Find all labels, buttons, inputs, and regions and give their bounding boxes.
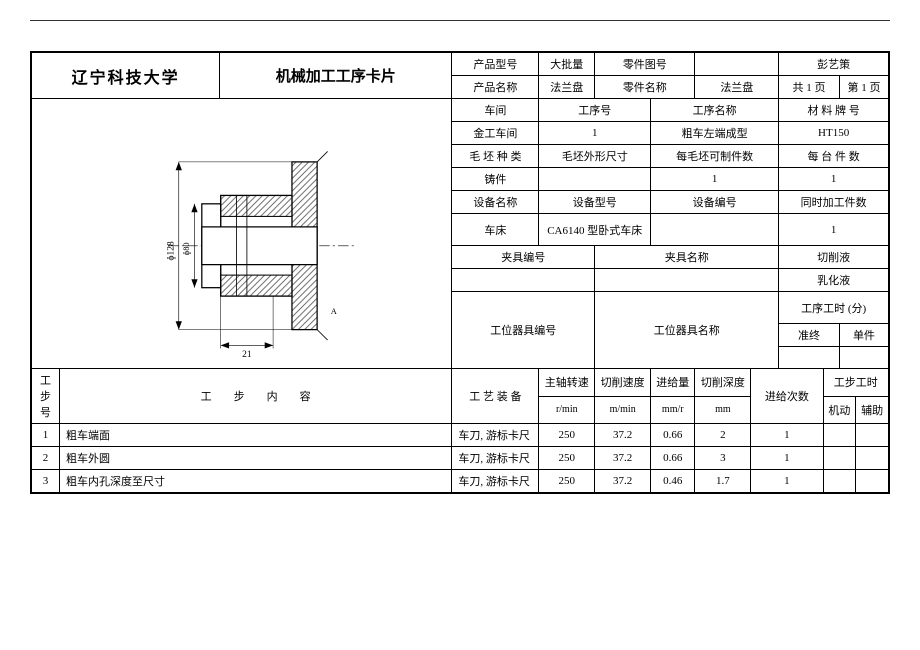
dim-inner: ɸ80 xyxy=(182,242,191,255)
table-row: 1 粗车端面 车刀, 游标卡尺 250 37.2 0.66 2 1 xyxy=(32,424,889,447)
equip-no-lbl: 设备编号 xyxy=(651,191,779,214)
equip-model: CA6140 型卧式车床 xyxy=(539,214,651,246)
depth-hdr: 切削深度 xyxy=(695,369,751,397)
workshop-lbl: 车间 xyxy=(452,99,539,122)
table-row: 3 粗车内孔深度至尺寸 车刀, 游标卡尺 250 37.2 0.46 1.7 1 xyxy=(32,470,889,493)
passes-hdr: 进给次数 xyxy=(751,369,823,424)
per-machine-lbl: 每 台 件 数 xyxy=(779,145,889,168)
prod-model-lbl: 产品型号 xyxy=(452,53,539,76)
part-draw-lbl: 零件图号 xyxy=(595,53,695,76)
process-name-lbl: 工序名称 xyxy=(651,99,779,122)
coolant-lbl: 切削液 xyxy=(779,246,889,269)
equip-name-lbl: 设备名称 xyxy=(452,191,539,214)
equip-name: 车床 xyxy=(452,214,539,246)
simul-lbl: 同时加工件数 xyxy=(779,191,889,214)
card-title: 机械加工工序卡片 xyxy=(220,53,452,99)
workshop: 金工车间 xyxy=(452,122,539,145)
blank-dim xyxy=(539,168,651,191)
svg-text:A: A xyxy=(331,307,337,316)
process-card-table: 辽宁科技大学 机械加工工序卡片 产品型号 大批量 零件图号 彭艺策 产品名称 法… xyxy=(31,52,889,493)
equip-no xyxy=(651,214,779,246)
feed-unit: mm/r xyxy=(651,396,695,424)
cut-speed-hdr: 切削速度 xyxy=(595,369,651,397)
step-time-hdr: 工步工时 xyxy=(823,369,888,397)
process-name: 粗车左端成型 xyxy=(651,122,779,145)
simul: 1 xyxy=(779,214,889,246)
page-no: 第 1 页 xyxy=(839,76,888,99)
equip-model-lbl: 设备型号 xyxy=(539,191,651,214)
material-lbl: 材 料 牌 号 xyxy=(779,99,889,122)
blank-count: 1 xyxy=(651,168,779,191)
part-diagram: ɸ128 ɸ80 21 A xyxy=(32,99,452,369)
page-total: 共 1 页 xyxy=(779,76,840,99)
prod-name: 法兰盘 xyxy=(539,76,595,99)
unit-time-val xyxy=(839,347,888,369)
coolant: 乳化液 xyxy=(779,269,889,292)
part-draw xyxy=(695,53,779,76)
part-name: 法兰盘 xyxy=(695,76,779,99)
cut-speed-unit: m/min xyxy=(595,396,651,424)
depth-unit: mm xyxy=(695,396,751,424)
blank-type: 铸件 xyxy=(452,168,539,191)
part-name-lbl: 零件名称 xyxy=(595,76,695,99)
author: 彭艺策 xyxy=(779,53,889,76)
unit-time-lbl: 单件 xyxy=(839,324,888,347)
process-time-lbl: 工序工时 (分) xyxy=(779,292,889,324)
blank-dim-lbl: 毛坯外形尺寸 xyxy=(539,145,651,168)
feed-hdr: 进给量 xyxy=(651,369,695,397)
fixture-name-lbl: 夹具名称 xyxy=(595,246,779,269)
spindle-unit: r/min xyxy=(539,396,595,424)
fixture-no-lbl: 夹具编号 xyxy=(452,246,595,269)
process-no: 1 xyxy=(539,122,651,145)
machine-t-hdr: 机动 xyxy=(823,396,856,424)
university: 辽宁科技大学 xyxy=(32,53,220,99)
tool-name-lbl: 工位器具名称 xyxy=(595,292,779,369)
per-machine: 1 xyxy=(779,168,889,191)
table-row: 2 粗车外圆 车刀, 游标卡尺 250 37.2 0.66 3 1 xyxy=(32,447,889,470)
prep-val xyxy=(779,347,840,369)
dim-depth: 21 xyxy=(242,350,252,360)
blank-count-lbl: 每毛坯可制件数 xyxy=(651,145,779,168)
prod-model: 大批量 xyxy=(539,53,595,76)
fixture-name xyxy=(595,269,779,292)
dim-outer: ɸ128 xyxy=(167,241,177,261)
step-equip-hdr: 工 艺 装 备 xyxy=(452,369,539,424)
blank-type-lbl: 毛 坯 种 类 xyxy=(452,145,539,168)
prep-lbl: 准终 xyxy=(779,324,840,347)
fixture-no xyxy=(452,269,595,292)
material: HT150 xyxy=(779,122,889,145)
tool-no-lbl: 工位器具编号 xyxy=(452,292,595,369)
prod-name-lbl: 产品名称 xyxy=(452,76,539,99)
aux-t-hdr: 辅助 xyxy=(856,396,889,424)
spindle-hdr: 主轴转速 xyxy=(539,369,595,397)
process-no-lbl: 工序号 xyxy=(539,99,651,122)
